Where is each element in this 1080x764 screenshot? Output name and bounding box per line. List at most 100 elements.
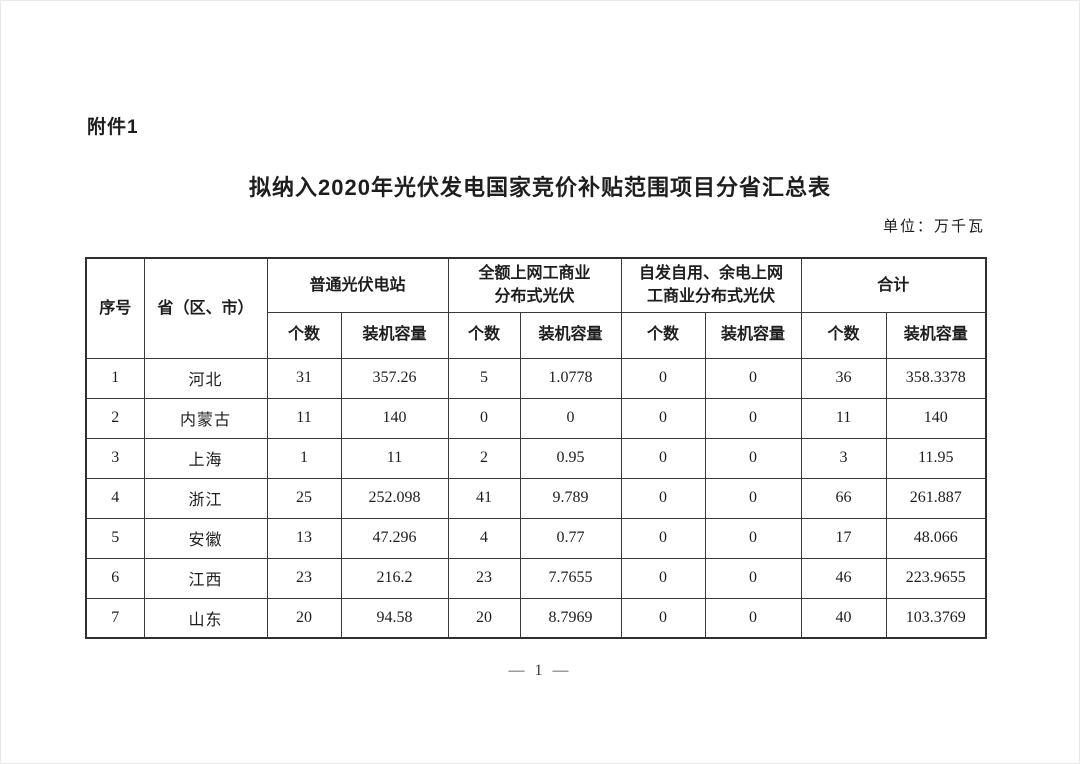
subheader-capacity: 装机容量 <box>340 311 449 359</box>
attachment-label: 附件1 <box>87 117 139 138</box>
row-value: 25 <box>266 477 342 519</box>
row-value: 0.77 <box>519 517 622 559</box>
row-value: 0 <box>704 357 802 399</box>
summary-table: 序号 省（区、市） 普通光伏电站 全额上网工商业 分布式光伏 自发自用、余电上网… <box>85 257 988 639</box>
row-value: 4 <box>447 517 521 559</box>
row-value: 40 <box>800 597 887 639</box>
group-header-row: 序号 省（区、市） 普通光伏电站 全额上网工商业 分布式光伏 自发自用、余电上网… <box>85 257 987 359</box>
row-seq: 7 <box>85 597 145 639</box>
row-value: 216.2 <box>340 557 449 599</box>
row-value: 357.26 <box>340 357 449 399</box>
row-value: 0 <box>620 517 706 559</box>
row-value: 223.9655 <box>885 557 987 599</box>
row-value: 0 <box>620 397 706 439</box>
row-value: 9.789 <box>519 477 622 519</box>
row-value: 0 <box>620 597 706 639</box>
row-value: 0 <box>704 437 802 479</box>
subheader-count: 个数 <box>266 311 342 359</box>
row-seq: 6 <box>85 557 145 599</box>
row-value: 0 <box>704 477 802 519</box>
header-group-self-use-distributed-pv: 自发自用、余电上网 工商业分布式光伏 <box>620 257 802 313</box>
row-value: 103.3769 <box>885 597 987 639</box>
row-value: 2 <box>447 437 521 479</box>
row-value: 0 <box>620 477 706 519</box>
row-province: 山东 <box>143 597 268 639</box>
row-value: 0.95 <box>519 437 622 479</box>
header-group-full-grid-distributed-pv: 全额上网工商业 分布式光伏 <box>447 257 622 313</box>
row-seq: 5 <box>85 517 145 559</box>
row-value: 66 <box>800 477 887 519</box>
row-value: 20 <box>447 597 521 639</box>
table-row: 3 上海 1 11 2 0.95 0 0 3 11.95 <box>85 437 987 479</box>
table-body: 1 河北 31 357.26 5 1.0778 0 0 36 358.3378 2 内蒙古 11 140 0… <box>85 357 987 639</box>
row-value: 140 <box>340 397 449 439</box>
row-seq: 2 <box>85 397 145 439</box>
row-value: 3 <box>800 437 887 479</box>
row-value: 11 <box>340 437 449 479</box>
subheader-capacity: 装机容量 <box>704 311 802 359</box>
row-value: 23 <box>266 557 342 599</box>
table-header: 序号 省（区、市） 普通光伏电站 全额上网工商业 分布式光伏 自发自用、余电上网… <box>85 257 987 359</box>
table-row: 5 安徽 13 47.296 4 0.77 0 0 17 48.066 <box>85 517 987 559</box>
summary-table-container: 序号 省（区、市） 普通光伏电站 全额上网工商业 分布式光伏 自发自用、余电上网… <box>85 257 988 639</box>
row-value: 11 <box>266 397 342 439</box>
row-value: 8.7969 <box>519 597 622 639</box>
row-value: 11.95 <box>885 437 987 479</box>
row-value: 11 <box>800 397 887 439</box>
page-title: 拟纳入2020年光伏发电国家竞价补贴范围项目分省汇总表 <box>249 175 831 200</box>
row-value: 94.58 <box>340 597 449 639</box>
table-row: 1 河北 31 357.26 5 1.0778 0 0 36 358.3378 <box>85 357 987 399</box>
row-value: 0 <box>704 397 802 439</box>
row-value: 7.7655 <box>519 557 622 599</box>
subheader-capacity: 装机容量 <box>519 311 622 359</box>
header-seq: 序号 <box>85 257 145 359</box>
row-value: 0 <box>704 597 802 639</box>
row-province: 内蒙古 <box>143 397 268 439</box>
row-value: 0 <box>620 557 706 599</box>
row-province: 河北 <box>143 357 268 399</box>
row-value: 0 <box>704 517 802 559</box>
row-value: 0 <box>620 357 706 399</box>
row-seq: 3 <box>85 437 145 479</box>
sub-header-row: 个数 装机容量 个数 装机容量 个数 装机容量 个数 装机容量 <box>86 311 987 359</box>
row-value: 17 <box>800 517 887 559</box>
unit-note: 单位：万千瓦 <box>882 219 985 235</box>
header-group-total: 合计 <box>800 257 987 313</box>
page-number: — 1 — <box>508 662 572 679</box>
row-seq: 4 <box>85 477 145 519</box>
subheader-count: 个数 <box>620 311 706 359</box>
row-value: 1 <box>266 437 342 479</box>
subheader-count: 个数 <box>447 311 521 359</box>
row-seq: 1 <box>85 357 145 399</box>
row-province: 江西 <box>143 557 268 599</box>
row-value: 48.066 <box>885 517 987 559</box>
row-province: 安徽 <box>143 517 268 559</box>
row-province: 上海 <box>143 437 268 479</box>
subheader-count: 个数 <box>800 311 887 359</box>
row-value: 0 <box>704 557 802 599</box>
row-value: 1.0778 <box>519 357 622 399</box>
row-value: 252.098 <box>340 477 449 519</box>
row-province: 浙江 <box>143 477 268 519</box>
row-value: 5 <box>447 357 521 399</box>
header-group-ordinary-pv: 普通光伏电站 <box>266 257 449 313</box>
table-row: 7 山东 20 94.58 20 8.7969 0 0 40 103.3769 <box>85 597 987 639</box>
header-province: 省（区、市） <box>143 257 268 359</box>
row-value: 31 <box>266 357 342 399</box>
row-value: 20 <box>266 597 342 639</box>
row-value: 41 <box>447 477 521 519</box>
row-value: 47.296 <box>340 517 449 559</box>
table-row: 4 浙江 25 252.098 41 9.789 0 0 66 261.887 <box>85 477 987 519</box>
row-value: 261.887 <box>885 477 987 519</box>
row-value: 140 <box>885 397 987 439</box>
row-value: 36 <box>800 357 887 399</box>
table-row: 6 江西 23 216.2 23 7.7655 0 0 46 223.9655 <box>85 557 987 599</box>
row-value: 46 <box>800 557 887 599</box>
subheader-capacity: 装机容量 <box>885 311 987 359</box>
row-value: 0 <box>519 397 622 439</box>
row-value: 0 <box>620 437 706 479</box>
row-value: 0 <box>447 397 521 439</box>
row-value: 13 <box>266 517 342 559</box>
table-row: 2 内蒙古 11 140 0 0 0 0 11 140 <box>85 397 987 439</box>
